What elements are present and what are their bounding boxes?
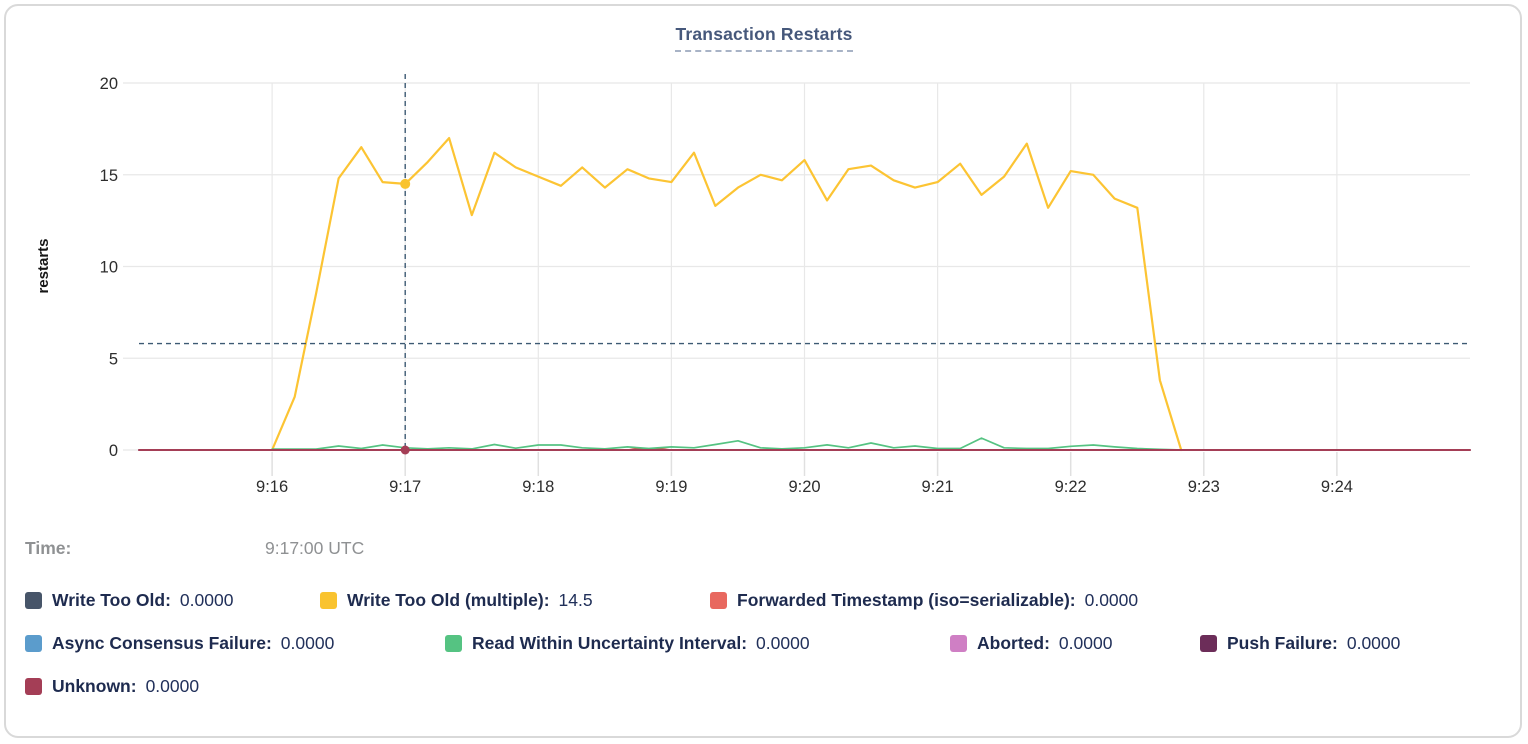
legend-label: Read Within Uncertainty Interval: [472, 633, 748, 653]
legend-value: 0.0000 [1346, 633, 1401, 653]
chart-title-link[interactable]: Transaction Restarts [675, 24, 853, 52]
legend-item-read-within-uncertainty-interval: Read Within Uncertainty Interval: 0.0000 [445, 633, 950, 654]
hover-time-row: Time: 9:17:00 UTC [25, 538, 725, 562]
x-tick-label: 9:24 [1321, 478, 1353, 496]
chart-card [4, 4, 1522, 738]
legend-label: Push Failure: [1227, 633, 1338, 653]
legend-swatch-icon [950, 635, 967, 652]
legend-label: Unknown: [52, 676, 137, 696]
x-tick-label: 9:22 [1055, 478, 1087, 496]
legend-label: Forwarded Timestamp (iso=serializable): [737, 590, 1076, 610]
legend-row: Unknown: 0.0000 [25, 676, 1505, 697]
time-value: 9:17:00 UTC [265, 538, 365, 558]
y-tick-label: 10 [100, 259, 118, 277]
legend-value: 0.0000 [756, 633, 810, 653]
series-read-within-uncertainty-interval [271, 437, 1183, 451]
legend-swatch-icon [445, 635, 462, 652]
y-axis-label: restarts [35, 238, 52, 293]
legend-swatch-icon [710, 592, 727, 609]
legend-item-write-too-old-multiple: Write Too Old (multiple): 14.5 [320, 590, 710, 611]
chart-legend: Write Too Old: 0.0000 Write Too Old (multi… [25, 590, 1505, 719]
hover-dot [400, 445, 410, 455]
series-write-too-old-multiple [271, 137, 1183, 452]
legend-label: Write Too Old (multiple): [347, 590, 550, 610]
legend-item-aborted: Aborted: 0.0000 [950, 633, 1200, 654]
legend-swatch-icon [25, 635, 42, 652]
legend-label: Async Consensus Failure: [52, 633, 272, 653]
x-tick-label: 9:17 [389, 478, 421, 496]
x-tick-label: 9:16 [256, 478, 288, 496]
legend-row: Write Too Old: 0.0000 Write Too Old (multi… [25, 590, 1505, 611]
y-tick-label: 0 [109, 442, 118, 460]
x-tick-label: 9:20 [788, 478, 820, 496]
legend-item-async-consensus-failure: Async Consensus Failure: 0.0000 [25, 633, 445, 654]
legend-swatch-icon [320, 592, 337, 609]
hover-dot [400, 178, 411, 189]
x-tick-label: 9:19 [655, 478, 687, 496]
legend-value: 0.0000 [145, 676, 200, 696]
legend-label: Aborted: [977, 633, 1050, 653]
legend-value: 0.0000 [1058, 633, 1113, 653]
x-tick-label: 9:21 [922, 478, 954, 496]
legend-swatch-icon [25, 678, 42, 695]
legend-row: Async Consensus Failure: 0.0000 Read Withi… [25, 633, 1505, 654]
legend-item-unknown: Unknown: 0.0000 [25, 676, 199, 697]
y-tick-label: 5 [109, 350, 118, 368]
y-tick-label: 15 [100, 167, 118, 185]
legend-item-write-too-old: Write Too Old: 0.0000 [25, 590, 320, 611]
chart-header: Transaction Restarts [0, 24, 1528, 52]
legend-item-push-failure: Push Failure: 0.0000 [1200, 633, 1400, 654]
legend-swatch-icon [25, 592, 42, 609]
legend-value: 0.0000 [1084, 590, 1139, 610]
transaction-restarts-line-chart[interactable]: 0 5 10 15 20 9:16 9:17 9:18 9:19 9:20 9:21 9:22 9:23… [0, 0, 1528, 530]
legend-label: Write Too Old: [52, 590, 171, 610]
legend-item-forwarded-timestamp: Forwarded Timestamp (iso=serializable): 0… [710, 590, 1138, 611]
legend-swatch-icon [1200, 635, 1217, 652]
legend-value: 0.0000 [179, 590, 234, 610]
legend-value: 0.0000 [280, 633, 335, 653]
time-label: Time: [25, 538, 72, 558]
x-tick-label: 9:18 [522, 478, 554, 496]
x-tick-label: 9:23 [1188, 478, 1220, 496]
y-tick-label: 20 [100, 75, 118, 93]
legend-value: 14.5 [558, 590, 593, 610]
